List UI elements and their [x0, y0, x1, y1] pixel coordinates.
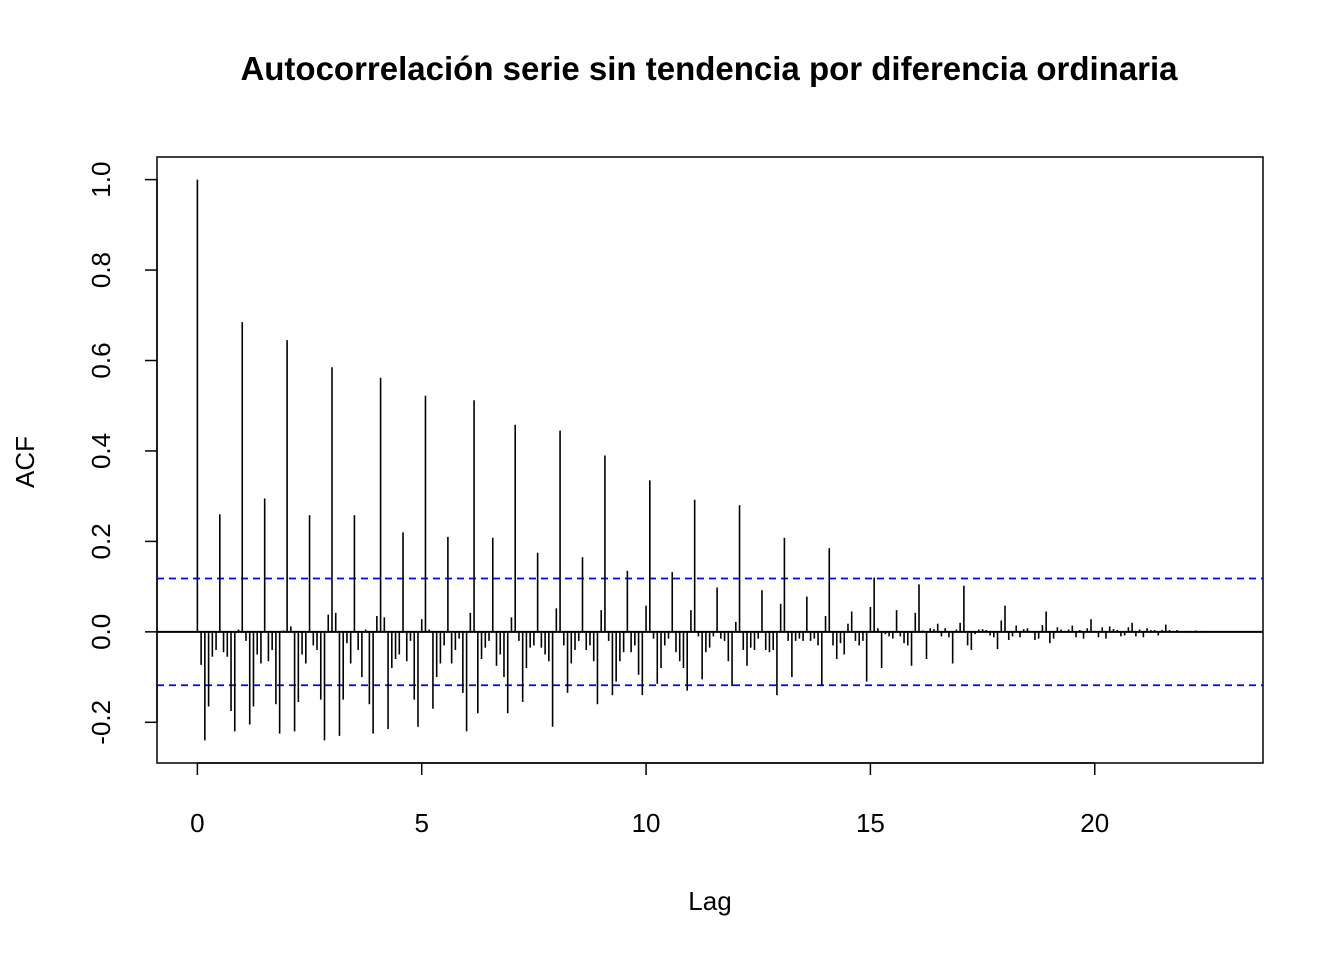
x-axis-title: Lag [688, 886, 731, 916]
y-tick-label: 0.6 [86, 342, 116, 378]
x-tick-label: 10 [632, 808, 661, 838]
y-tick-label: 0.8 [86, 252, 116, 288]
y-tick-label: 0.4 [86, 433, 116, 469]
x-tick-label: 0 [190, 808, 204, 838]
y-axis-title: ACF [10, 436, 40, 488]
y-tick-label: -0.2 [86, 700, 116, 745]
y-tick-label: 0.0 [86, 614, 116, 650]
x-tick-label: 20 [1080, 808, 1109, 838]
y-tick-label: 1.0 [86, 162, 116, 198]
confidence-lines [157, 577, 1263, 687]
y-tick-label: 0.2 [86, 523, 116, 559]
x-tick-label: 5 [414, 808, 428, 838]
x-axis: 0 5 10 15 20 [190, 762, 1109, 838]
x-tick-label: 15 [856, 808, 885, 838]
chart-title: Autocorrelación serie sin tendencia por … [240, 50, 1178, 87]
plot-frame [156, 156, 1264, 764]
y-axis: -0.2 0.0 0.2 0.4 0.6 0.8 1.0 [86, 162, 158, 745]
acf-bars [196, 179, 1212, 741]
